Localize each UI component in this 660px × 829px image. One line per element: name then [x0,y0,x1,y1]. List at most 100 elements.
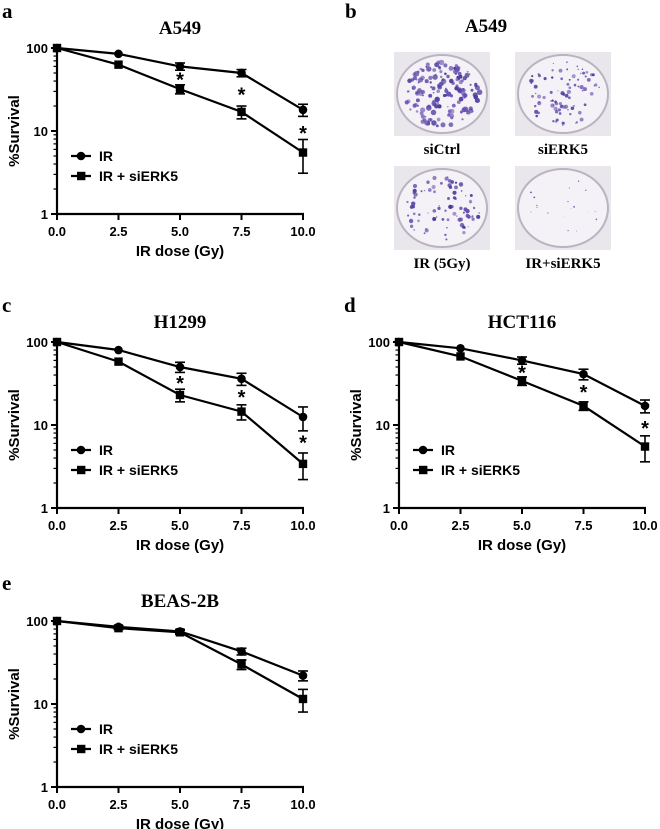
colony [555,118,559,122]
x-tick-label: 7.5 [232,224,250,239]
colony [577,180,580,182]
data-point-square [517,376,527,386]
chart-panel-e: e BEAS-2B 1 10 100 0.0 2.5 5.0 7.5 10.0 IR dose (G… [2,571,316,829]
colony [573,83,577,87]
colony [561,121,565,125]
colony [435,216,438,218]
colony [419,107,426,113]
colony [447,112,451,116]
colony [448,185,453,190]
series-ir-sierk5 [52,337,308,481]
legend-marker-circle [76,151,86,161]
colony [550,100,552,102]
colony [455,84,459,88]
x-tick-label: 0.0 [48,797,66,812]
y-tick-label: 1 [41,501,48,516]
colony [444,209,447,212]
colony [450,205,454,209]
colony [432,217,437,221]
colony [537,111,540,115]
data-point-square [114,357,123,366]
colony [423,189,426,192]
colony [583,103,587,107]
x-axis-title: IR dose (Gy) [136,243,224,260]
colony [535,114,538,118]
colony [568,96,571,100]
colony [445,238,448,241]
colony [557,108,561,112]
colony [434,62,440,68]
colony [427,118,432,122]
colony [431,86,436,91]
colony [432,74,438,80]
colony [585,189,587,191]
photo-caption: IR (5Gy) [413,256,470,272]
colony [457,71,462,76]
colony [411,87,415,90]
colony [566,89,571,94]
colony [450,116,454,120]
colony [458,96,464,102]
colony [438,81,444,87]
colony [412,72,417,77]
colony [570,208,572,209]
colony [567,201,569,203]
colony [449,78,454,84]
colony [451,103,456,108]
colony [456,75,459,79]
colony [547,212,549,214]
significance-star: * [176,373,184,395]
panel-letter: c [2,293,11,317]
colony [462,230,466,235]
x-tick-label: 5.0 [171,518,189,533]
y-tick-label: 10 [34,418,48,433]
colony [461,92,468,99]
colony-photo: siCtrl [394,52,490,158]
colony [418,213,421,216]
colony [568,187,570,189]
colony [537,74,542,78]
x-axis-title: IR dose (Gy) [136,537,224,554]
legend-label: IR [99,148,113,164]
colony [564,104,569,109]
legend: IR IR + siERK5 [413,442,520,478]
colony [461,118,464,121]
y-tick-label: 100 [26,41,48,56]
colony [558,112,562,115]
legend-marker-circle [76,724,86,734]
legend-marker-square [77,744,86,754]
colony [456,65,459,69]
colony [578,110,582,115]
colony [459,206,463,210]
data-point-square [298,459,308,469]
colony [424,115,427,118]
colony [436,89,440,93]
colony [427,212,429,214]
series-ir [52,616,308,682]
colony [425,65,428,68]
significance-star: * [580,382,588,404]
colony [554,110,559,114]
petri-dish [396,54,488,134]
colony [458,74,463,79]
colony [469,194,473,197]
colony [555,102,559,106]
colony [562,125,564,127]
colony [404,100,409,105]
colony [432,99,436,104]
data-point-square [175,628,185,637]
data-point-square [298,148,308,157]
colony [420,114,425,119]
colony [471,215,474,219]
colony [587,210,588,212]
colony [569,112,572,116]
colony [462,225,466,229]
colony [558,68,563,73]
colony [560,91,565,96]
data-point-square [114,623,123,633]
colony [431,120,437,126]
photo-caption: IR+siERK5 [525,256,600,272]
petri-dish [517,168,609,248]
